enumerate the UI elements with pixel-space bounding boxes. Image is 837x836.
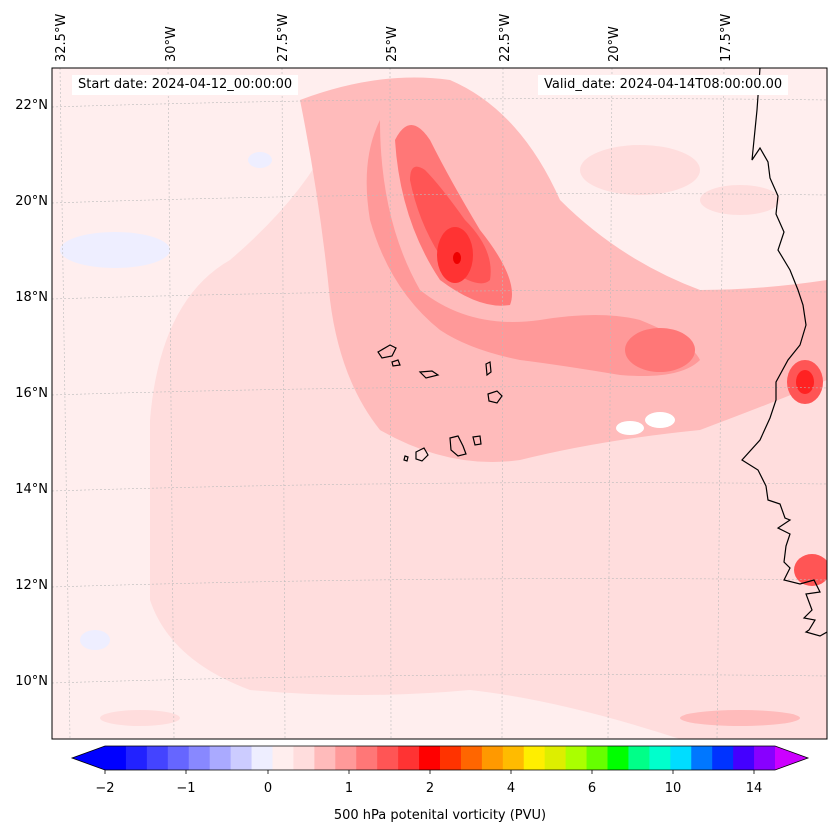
colorbar-under-arrow (72, 746, 105, 770)
colorbar-cell (649, 746, 671, 770)
colorbar-cell (586, 746, 608, 770)
lat-label: 16°N (15, 386, 48, 401)
colorbar-cell (607, 746, 629, 770)
colorbar-tick-label: 10 (664, 781, 682, 796)
colorbar-tick-label: 6 (587, 781, 597, 796)
colorbar-cell (544, 746, 567, 770)
colorbar-cell (167, 746, 190, 770)
colorbar-cell (209, 746, 232, 770)
colorbar-cell (251, 746, 273, 770)
colorbar-cell (440, 746, 462, 770)
colorbar-cell (188, 746, 211, 770)
colorbar-cell (460, 746, 483, 770)
colorbar-cell (502, 746, 525, 770)
colorbar-cell (712, 746, 734, 770)
lat-label: 12°N (15, 578, 48, 593)
lon-label: 22.5°W (498, 13, 513, 62)
cape-verde-islands (377, 344, 503, 462)
pv-map (51, 67, 828, 740)
colorbar-tick-label: 0 (263, 781, 273, 796)
colorbar-cell (230, 746, 253, 770)
colorbar-tick-label: −2 (95, 781, 115, 796)
lat-label: 20°N (15, 194, 48, 209)
lat-label: 10°N (15, 674, 48, 689)
colorbar-label: 500 hPa potenital vorticity (PVU) (333, 808, 547, 823)
colorbar-cell (293, 746, 315, 770)
lat-label: 22°N (15, 98, 48, 113)
colorbar-cell (670, 746, 692, 770)
lon-label: 17.5°W (719, 13, 734, 62)
lon-label: 27.5°W (276, 13, 291, 62)
colorbar-cell (314, 746, 336, 770)
map-frame (51, 67, 828, 740)
colorbar-cell (565, 746, 588, 770)
colorbar-cell (523, 746, 546, 770)
colorbar-tick-label: 4 (506, 781, 516, 796)
colorbar-cell (398, 746, 420, 770)
colorbar-cell (733, 746, 755, 770)
lon-label: 20°W (607, 26, 622, 62)
lat-label: 14°N (15, 482, 48, 497)
graticule (52, 68, 827, 739)
colorbar-over-arrow (775, 746, 808, 770)
colorbar-cell (628, 746, 650, 770)
colorbar-cell (146, 746, 169, 770)
colorbar-cell (691, 746, 713, 770)
colorbar-cell (377, 746, 399, 770)
colorbar-tick-label: 1 (344, 781, 354, 796)
african-coastline (741, 68, 827, 637)
colorbar-tick-label: −1 (176, 781, 196, 796)
colorbar-cell (272, 746, 294, 770)
colorbar-cell (356, 746, 378, 770)
lon-label: 30°W (164, 26, 179, 62)
colorbar-cell (754, 746, 776, 770)
lon-label: 32.5°W (54, 13, 69, 62)
colorbar-cell (335, 746, 357, 770)
colorbar-cell (481, 746, 504, 770)
colorbar-cell (125, 746, 148, 770)
colorbar-tick-label: 2 (425, 781, 435, 796)
start-date-label: Start date: 2024-04-12_00:00:00 (72, 75, 299, 95)
colorbar (70, 745, 810, 774)
lon-label: 25°W (385, 26, 400, 62)
colorbar-tick-label: 14 (745, 781, 763, 796)
lat-label: 18°N (15, 290, 48, 305)
pv-field (60, 77, 827, 739)
valid-date-label: Valid_date: 2024-04-14T08:00:00.00 (538, 75, 789, 95)
colorbar-cell (419, 746, 441, 770)
colorbar-cell (105, 746, 127, 770)
